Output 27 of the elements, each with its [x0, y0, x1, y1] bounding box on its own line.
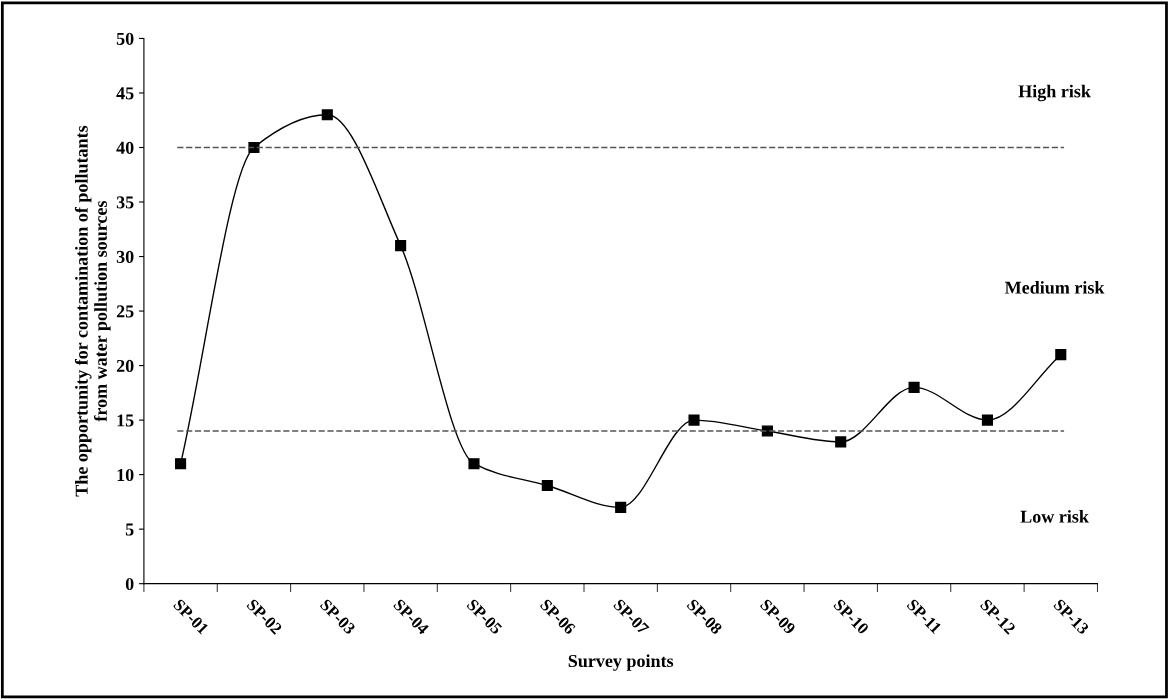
- y-tick-label: 20: [116, 359, 134, 373]
- y-tick-label: 50: [116, 32, 134, 45]
- x-axis-title: Survey points: [568, 654, 674, 671]
- y-tick-label: 45: [116, 87, 134, 100]
- point: [395, 240, 407, 252]
- y-axis-title: The opportunity for contamination of pollutants from water pollution sources: [74, 125, 111, 497]
- y-tick-label: 10: [117, 468, 134, 482]
- annotation: High risk: [1018, 84, 1091, 102]
- y-tick-label: 15: [117, 414, 134, 427]
- point: [908, 381, 920, 393]
- point: [1055, 349, 1067, 361]
- point: [615, 501, 627, 513]
- y-tick-label: 30: [116, 250, 134, 263]
- point: [981, 414, 993, 426]
- point: [175, 458, 187, 470]
- point: [835, 436, 847, 448]
- point: [541, 479, 553, 492]
- y-tick-label: 25: [116, 305, 134, 318]
- y-tick-label: 35: [116, 196, 134, 209]
- y-tick-label: 5: [125, 523, 134, 536]
- y-tick-label: 0: [125, 577, 134, 591]
- annotation: Low risk: [1020, 510, 1089, 523]
- point: [688, 414, 700, 426]
- point: [321, 109, 333, 121]
- annotation: Medium risk: [1004, 281, 1105, 294]
- point: [468, 458, 480, 470]
- y-tick-label: 40: [116, 141, 134, 154]
